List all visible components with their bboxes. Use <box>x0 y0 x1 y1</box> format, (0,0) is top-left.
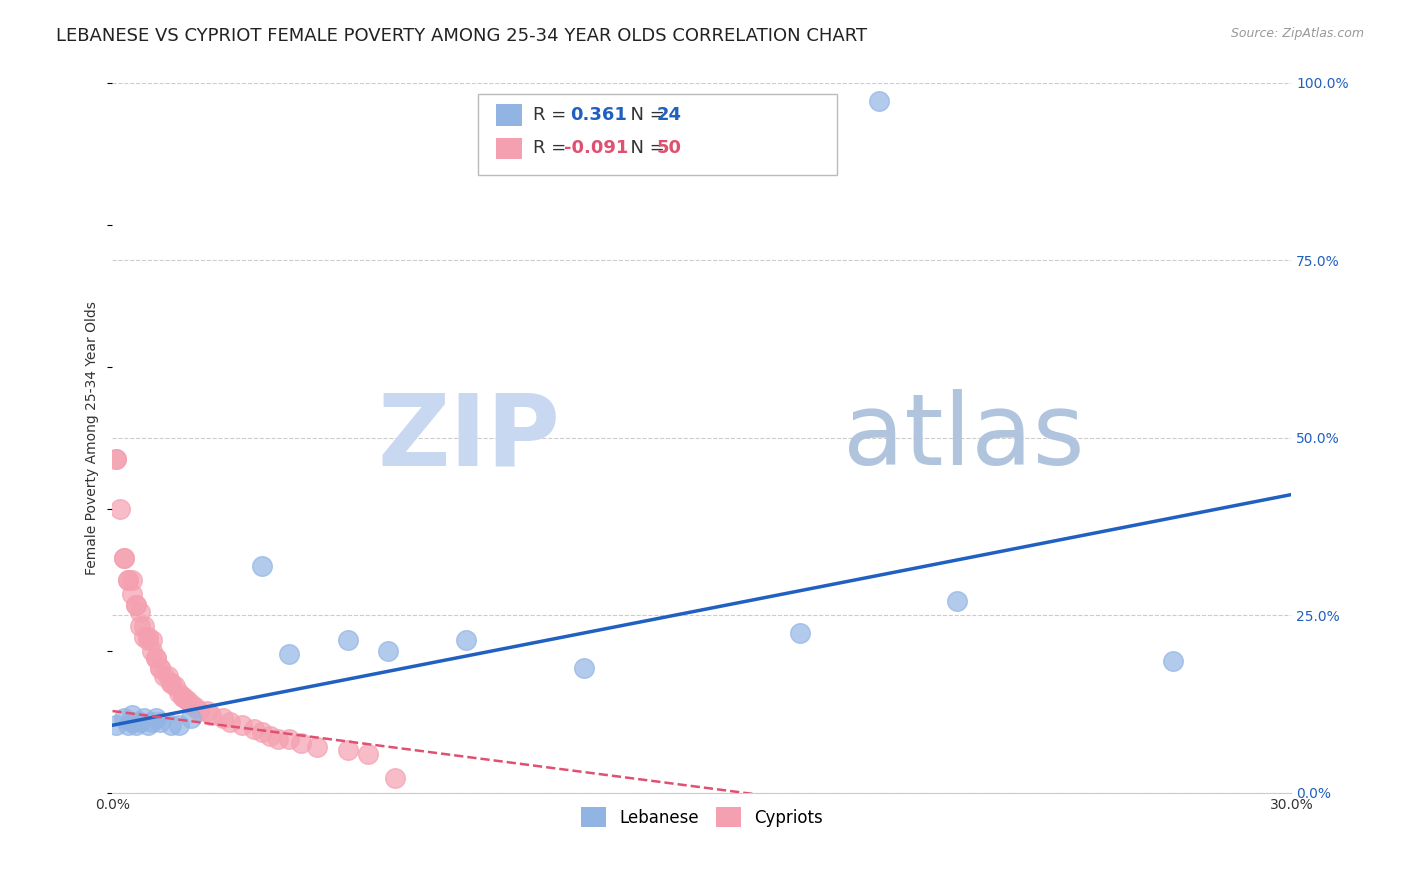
Point <box>165 679 187 693</box>
Point <box>200 707 222 722</box>
Point <box>187 704 209 718</box>
Point <box>250 558 273 573</box>
Point <box>125 718 148 732</box>
FancyBboxPatch shape <box>478 94 838 175</box>
Point <box>132 630 155 644</box>
Text: 50: 50 <box>657 139 682 157</box>
Point <box>136 633 159 648</box>
Point <box>121 707 143 722</box>
Point <box>219 714 242 729</box>
Point <box>868 94 890 108</box>
Point <box>278 647 301 661</box>
Point <box>231 718 253 732</box>
Point <box>172 690 194 704</box>
Point <box>250 725 273 739</box>
Point <box>1163 654 1185 668</box>
Point <box>946 594 969 608</box>
Point <box>211 711 233 725</box>
Point <box>169 718 191 732</box>
Point <box>169 686 191 700</box>
Point <box>195 704 218 718</box>
FancyBboxPatch shape <box>496 104 522 126</box>
Point <box>145 711 167 725</box>
Point <box>145 650 167 665</box>
Text: R =: R = <box>533 139 572 157</box>
Point <box>149 661 172 675</box>
Point <box>125 598 148 612</box>
Point <box>110 501 132 516</box>
Point <box>121 587 143 601</box>
Point <box>184 700 207 714</box>
Point <box>337 743 360 757</box>
Point <box>141 714 163 729</box>
Point <box>117 573 139 587</box>
Point <box>121 714 143 729</box>
Point <box>180 711 202 725</box>
Point <box>337 633 360 648</box>
Point <box>141 633 163 648</box>
Point <box>290 736 312 750</box>
Point <box>305 739 328 754</box>
Point <box>117 573 139 587</box>
Point <box>149 714 172 729</box>
Point <box>456 633 478 648</box>
Point <box>125 598 148 612</box>
Point <box>789 626 811 640</box>
FancyBboxPatch shape <box>496 137 522 159</box>
Text: atlas: atlas <box>844 389 1085 486</box>
Text: N =: N = <box>620 106 671 124</box>
Point <box>259 729 281 743</box>
Point <box>121 573 143 587</box>
Text: 0.361: 0.361 <box>569 106 627 124</box>
Text: -0.091: -0.091 <box>564 139 628 157</box>
Point <box>266 732 288 747</box>
Point <box>160 718 183 732</box>
Point <box>136 718 159 732</box>
Point <box>117 718 139 732</box>
Point <box>172 690 194 704</box>
Text: 24: 24 <box>657 106 682 124</box>
Point <box>160 675 183 690</box>
Point <box>105 452 128 467</box>
Point <box>129 619 152 633</box>
Point <box>141 643 163 657</box>
Text: R =: R = <box>533 106 578 124</box>
Text: LEBANESE VS CYPRIOT FEMALE POVERTY AMONG 25-34 YEAR OLDS CORRELATION CHART: LEBANESE VS CYPRIOT FEMALE POVERTY AMONG… <box>56 27 868 45</box>
Point <box>132 711 155 725</box>
Point <box>136 630 159 644</box>
Point <box>180 697 202 711</box>
Point <box>129 714 152 729</box>
Point <box>149 661 172 675</box>
Point <box>243 722 266 736</box>
Y-axis label: Female Poverty Among 25-34 Year Olds: Female Poverty Among 25-34 Year Olds <box>86 301 100 574</box>
Point <box>112 711 135 725</box>
Point <box>132 619 155 633</box>
Point <box>278 732 301 747</box>
Legend: Lebanese, Cypriots: Lebanese, Cypriots <box>575 800 830 834</box>
Point <box>105 452 128 467</box>
Point <box>112 551 135 566</box>
Point <box>357 747 380 761</box>
Text: ZIP: ZIP <box>378 389 561 486</box>
Point <box>145 650 167 665</box>
Point <box>112 551 135 566</box>
Point <box>176 693 198 707</box>
Point <box>152 668 174 682</box>
Point <box>572 661 595 675</box>
Point <box>105 718 128 732</box>
Point <box>156 668 179 682</box>
Point <box>384 772 406 786</box>
Point <box>377 643 399 657</box>
Text: Source: ZipAtlas.com: Source: ZipAtlas.com <box>1230 27 1364 40</box>
Point <box>129 605 152 619</box>
Text: N =: N = <box>620 139 671 157</box>
Point <box>160 675 183 690</box>
